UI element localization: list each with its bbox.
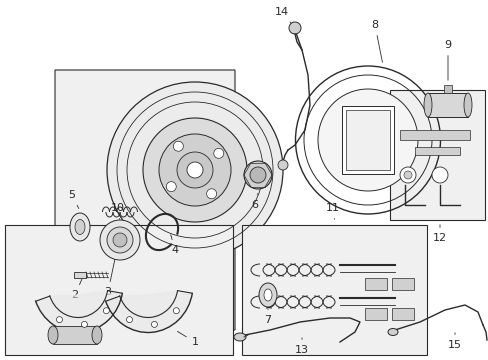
- Bar: [443, 85, 451, 93]
- Circle shape: [278, 160, 287, 170]
- Circle shape: [126, 317, 132, 323]
- Ellipse shape: [317, 89, 417, 191]
- Ellipse shape: [264, 289, 271, 301]
- Bar: [399, 130, 469, 140]
- Text: 2: 2: [71, 275, 84, 300]
- Text: 15: 15: [447, 333, 461, 350]
- Ellipse shape: [75, 220, 85, 234]
- Bar: [74, 272, 86, 278]
- Text: 7: 7: [264, 309, 271, 325]
- Circle shape: [113, 233, 127, 247]
- Polygon shape: [36, 291, 122, 332]
- Text: 13: 13: [294, 338, 308, 355]
- Bar: [414, 147, 459, 155]
- Ellipse shape: [387, 328, 397, 336]
- Ellipse shape: [70, 213, 90, 241]
- Bar: [53, 326, 97, 344]
- Ellipse shape: [423, 93, 431, 117]
- Circle shape: [159, 134, 230, 206]
- Ellipse shape: [259, 283, 276, 307]
- Text: 6: 6: [251, 194, 258, 210]
- Circle shape: [173, 141, 183, 151]
- Ellipse shape: [48, 326, 58, 344]
- Text: 12: 12: [432, 225, 446, 243]
- Circle shape: [213, 148, 224, 158]
- Circle shape: [403, 171, 411, 179]
- Bar: [341, 106, 393, 174]
- Text: 10: 10: [111, 203, 125, 219]
- Ellipse shape: [463, 93, 471, 117]
- Circle shape: [244, 161, 271, 189]
- Circle shape: [431, 167, 447, 183]
- Circle shape: [103, 308, 109, 314]
- Circle shape: [100, 220, 140, 260]
- Bar: [242, 225, 426, 355]
- Circle shape: [186, 162, 203, 178]
- Bar: [427, 93, 467, 117]
- Bar: [364, 278, 386, 290]
- Text: 3: 3: [104, 238, 119, 297]
- Circle shape: [57, 317, 62, 323]
- Text: 9: 9: [444, 40, 450, 80]
- Ellipse shape: [234, 333, 245, 341]
- Bar: [391, 308, 413, 320]
- Circle shape: [177, 152, 213, 188]
- Circle shape: [288, 22, 301, 34]
- Polygon shape: [55, 70, 235, 330]
- Text: 8: 8: [371, 20, 382, 62]
- Circle shape: [151, 321, 157, 327]
- Circle shape: [249, 167, 265, 183]
- Ellipse shape: [92, 326, 102, 344]
- Circle shape: [81, 321, 87, 327]
- Bar: [346, 110, 389, 170]
- Circle shape: [173, 308, 179, 314]
- Text: 1: 1: [177, 332, 198, 347]
- Text: 4: 4: [170, 235, 178, 255]
- Circle shape: [206, 189, 216, 199]
- Text: 5: 5: [68, 190, 79, 208]
- Bar: [364, 308, 386, 320]
- Circle shape: [399, 167, 415, 183]
- Polygon shape: [105, 291, 192, 332]
- Bar: [5, 225, 232, 355]
- Circle shape: [107, 82, 283, 258]
- Bar: [389, 90, 484, 220]
- Circle shape: [142, 118, 246, 222]
- Circle shape: [107, 227, 133, 253]
- Bar: [391, 278, 413, 290]
- Circle shape: [166, 182, 176, 192]
- Text: 11: 11: [325, 203, 339, 219]
- Text: 14: 14: [274, 7, 293, 26]
